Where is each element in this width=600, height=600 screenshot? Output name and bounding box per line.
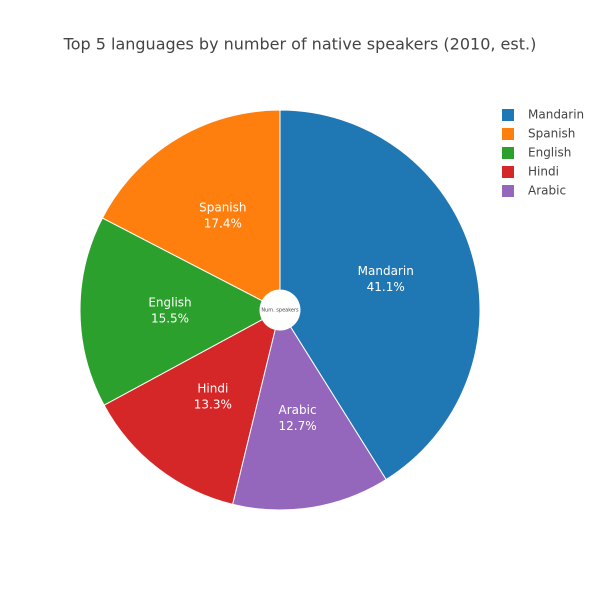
slice-value-label: 15.5% <box>151 312 189 326</box>
legend-swatch <box>502 166 514 178</box>
pie-slice <box>101 109 281 302</box>
pie-slice <box>279 109 481 481</box>
legend-swatch <box>502 128 514 140</box>
legend-label: English <box>528 146 571 160</box>
legend-label: Arabic <box>528 184 566 198</box>
slice-value-label: 17.4% <box>204 217 242 231</box>
slice-label: Arabic <box>279 403 317 417</box>
pie-slice <box>103 318 276 505</box>
legend-label: Mandarin <box>528 108 584 122</box>
slice-label: Hindi <box>197 382 228 396</box>
legend-label: Spanish <box>528 127 575 141</box>
slice-label: Mandarin <box>358 264 414 278</box>
hole-label: Num. speakers <box>261 308 299 314</box>
legend-swatch <box>502 185 514 197</box>
slice-value-label: 41.1% <box>367 280 405 294</box>
slice-value-label: 12.7% <box>278 419 316 433</box>
slice-label: Spanish <box>199 201 246 215</box>
legend-swatch <box>502 109 514 121</box>
slice-label: English <box>148 296 191 310</box>
legend-label: Hindi <box>528 165 559 179</box>
pie-slice <box>232 326 387 511</box>
pie-slice <box>79 217 264 406</box>
legend-swatch <box>502 147 514 159</box>
chart-title: Top 5 languages by number of native spea… <box>63 35 537 54</box>
slice-value-label: 13.3% <box>194 398 232 412</box>
